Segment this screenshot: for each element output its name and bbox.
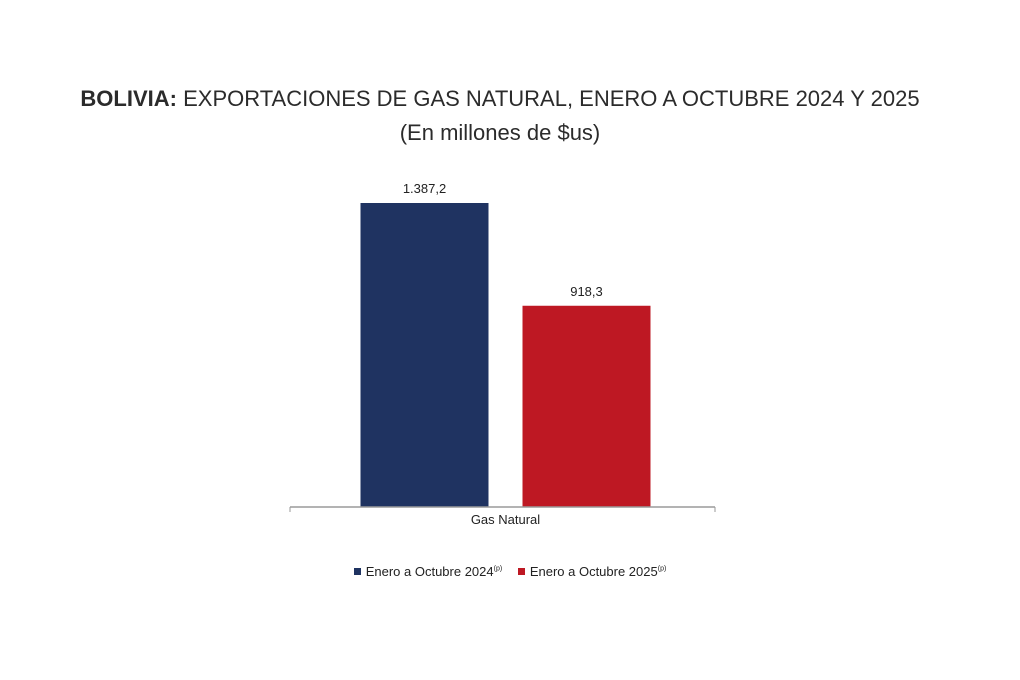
chart-subtitle: (En millones de $us) <box>399 120 601 145</box>
legend-sup-2025: (p) <box>657 565 667 573</box>
legend-label-2025: Enero a Octubre 2025 <box>529 564 658 579</box>
title-country: BOLIVIA: <box>80 86 177 111</box>
data-label-2025: 918,3 <box>570 284 603 299</box>
bar-2025 <box>522 305 651 507</box>
title-rest: EXPORTACIONES DE GAS NATURAL, ENERO A OC… <box>176 86 920 111</box>
data-label-2024: 1.387,2 <box>403 181 446 196</box>
x-tick-label: Gas Natural <box>471 512 540 527</box>
legend-label-2024: Enero a Octubre 2024 <box>365 564 494 579</box>
legend-swatch-2024 <box>353 568 361 576</box>
chart-legend: Enero a Octubre 2024(p) Enero a Octubre … <box>0 564 1020 579</box>
chart-title: BOLIVIA: EXPORTACIONES DE GAS NATURAL, E… <box>0 86 1000 112</box>
legend-sup-2024: (p) <box>493 565 503 573</box>
bar-2024 <box>360 203 489 507</box>
legend-item-2025: Enero a Octubre 2025(p) <box>517 564 667 579</box>
legend-swatch-2025 <box>517 568 525 576</box>
legend-item-2024: Enero a Octubre 2024(p) <box>353 564 503 579</box>
